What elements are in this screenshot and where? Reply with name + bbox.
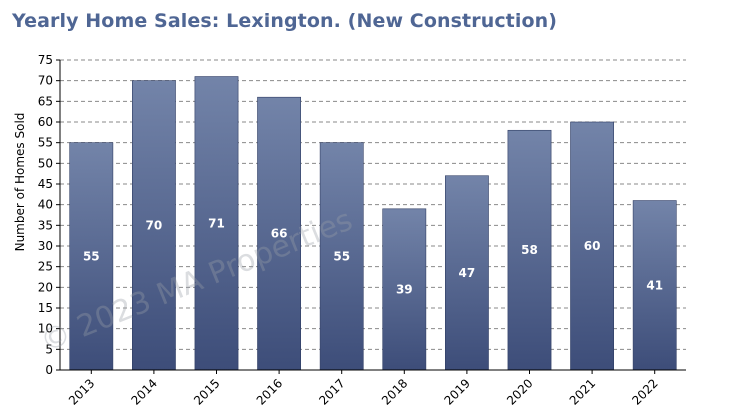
y-tick-label: 35 xyxy=(38,218,53,232)
y-tick-label: 15 xyxy=(38,301,53,315)
bar-2019 xyxy=(445,175,489,371)
data-label-2014: 70 xyxy=(146,218,163,232)
bar-2022 xyxy=(632,200,677,371)
bar-2016 xyxy=(257,96,301,371)
y-tick-label: 0 xyxy=(45,363,53,377)
data-label-2015: 71 xyxy=(208,216,225,230)
y-axis-label: Number of Homes Sold xyxy=(13,113,27,252)
x-tick-label: 2014 xyxy=(129,376,160,407)
x-tick-label: 2016 xyxy=(254,376,285,407)
x-tick-label: 2017 xyxy=(316,376,347,407)
data-label-2013: 55 xyxy=(83,249,100,263)
y-tick-label: 30 xyxy=(38,239,53,253)
data-label-2017: 55 xyxy=(333,249,350,263)
bar-2017 xyxy=(319,142,364,371)
data-label-2016: 66 xyxy=(271,227,288,241)
chart-title: Yearly Home Sales: Lexington. (New Const… xyxy=(12,10,558,32)
y-tick-label: 70 xyxy=(38,74,53,88)
y-tick-label: 45 xyxy=(38,177,53,191)
x-tick-label: 2015 xyxy=(191,376,222,407)
y-tick-label: 55 xyxy=(38,136,53,150)
y-tick-label: 25 xyxy=(38,260,53,274)
x-tick-label: 2013 xyxy=(66,376,97,407)
data-label-2019: 47 xyxy=(459,266,476,280)
bar-2013 xyxy=(69,142,114,371)
data-label-2018: 39 xyxy=(396,282,413,296)
bars: 55 70 71 66 55 39 47 58 60 41 xyxy=(69,76,677,371)
y-tick-label: 5 xyxy=(45,342,53,356)
y-tick-label: 10 xyxy=(38,322,53,336)
y-tick-label: 65 xyxy=(38,94,53,108)
y-tick-label: 50 xyxy=(38,156,53,170)
x-tick-label: 2019 xyxy=(442,376,473,407)
y-tick-label: 20 xyxy=(38,280,53,294)
data-label-2020: 58 xyxy=(521,243,538,257)
bar-2018 xyxy=(382,208,427,371)
data-label-2021: 60 xyxy=(584,239,601,253)
bar-2020 xyxy=(507,129,552,371)
x-tick-label: 2018 xyxy=(379,376,410,407)
data-label-2022: 41 xyxy=(646,278,663,292)
x-tick-label: 2022 xyxy=(629,376,660,407)
bar-2015 xyxy=(194,76,239,371)
x-tick-label: 2020 xyxy=(504,376,535,407)
x-tick-label: 2021 xyxy=(567,376,598,407)
y-tick-label: 60 xyxy=(38,115,53,129)
bar-2021 xyxy=(570,121,614,371)
y-tick-label: 40 xyxy=(38,198,53,212)
bar-2014 xyxy=(132,80,176,371)
y-tick-label: 75 xyxy=(38,53,53,67)
